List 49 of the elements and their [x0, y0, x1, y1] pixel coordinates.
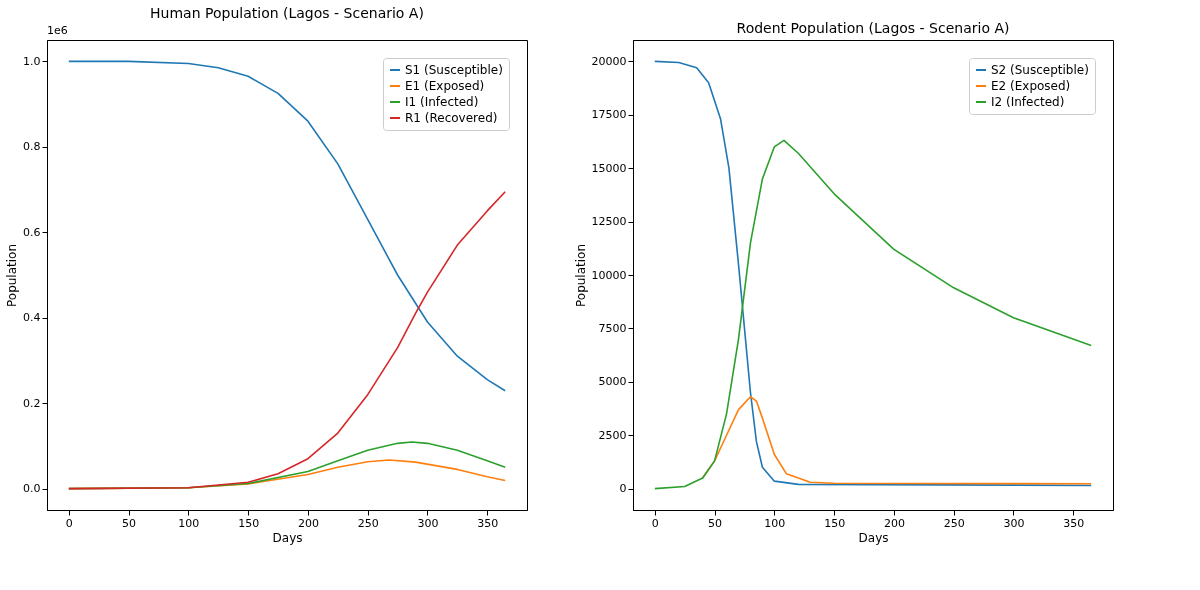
chart-title: Human Population (Lagos - Scenario A) — [150, 5, 424, 21]
chart-title: Rodent Population (Lagos - Scenario A) — [736, 20, 1010, 36]
x-tick-label: 50 — [122, 516, 137, 530]
y-tick-label: 10000 — [591, 268, 627, 282]
x-tick-label: 350 — [1063, 516, 1085, 530]
x-tick-label: 250 — [357, 516, 379, 530]
y-tick-label: 0 — [619, 482, 627, 496]
legend-label: S2 (Susceptible) — [991, 63, 1089, 77]
y-axis-title: Population — [5, 243, 20, 308]
legend-label: I2 (Infected) — [991, 95, 1065, 109]
legend-label: S1 (Susceptible) — [405, 63, 503, 77]
legend-label: I1 (Infected) — [405, 95, 479, 109]
y-tick-label: 0.0 — [23, 482, 41, 496]
line-series — [654, 60, 1092, 487]
y-tick-label: 0.4 — [23, 311, 41, 325]
x-axis-title: Days — [272, 530, 303, 545]
x-tick-label: 250 — [943, 516, 965, 530]
x-tick-label: 100 — [178, 516, 200, 530]
x-tick-label: 300 — [1003, 516, 1025, 530]
x-tick-label: 300 — [417, 516, 439, 530]
x-tick-label: 0 — [651, 516, 659, 530]
y-tick-label: 20000 — [591, 54, 627, 68]
x-tick-label: 50 — [708, 516, 723, 530]
y-tick-label: 1.0 — [23, 54, 41, 68]
y-tick-label: 5000 — [598, 375, 627, 389]
line-series — [68, 60, 506, 392]
line-series — [654, 139, 1092, 490]
y-axis-title: Population — [573, 243, 588, 308]
x-tick-label: 150 — [238, 516, 260, 530]
x-tick-label: 200 — [297, 516, 319, 530]
y-tick-label: 0.2 — [23, 396, 41, 410]
x-tick-label: 100 — [764, 516, 786, 530]
text: 1e6 — [47, 24, 68, 37]
x-tick-label: 200 — [883, 516, 905, 530]
x-tick-label: 150 — [824, 516, 846, 530]
y-tick-label: 0.8 — [23, 140, 41, 154]
y-tick-label: 12500 — [591, 215, 627, 229]
legend-label: R1 (Recovered) — [405, 111, 498, 125]
legend-label: E2 (Exposed) — [991, 79, 1071, 93]
legend-label: E1 (Exposed) — [405, 79, 485, 93]
y-tick-label: 7500 — [598, 321, 627, 335]
x-tick-label: 0 — [65, 516, 73, 530]
line-series — [68, 190, 506, 490]
y-tick-label: 2500 — [598, 428, 627, 442]
y-tick-label: 17500 — [591, 108, 627, 122]
x-tick-label: 350 — [477, 516, 499, 530]
y-tick-label: 0.6 — [23, 225, 41, 239]
y-tick-label: 15000 — [591, 161, 627, 175]
x-axis-title: Days — [858, 530, 889, 545]
